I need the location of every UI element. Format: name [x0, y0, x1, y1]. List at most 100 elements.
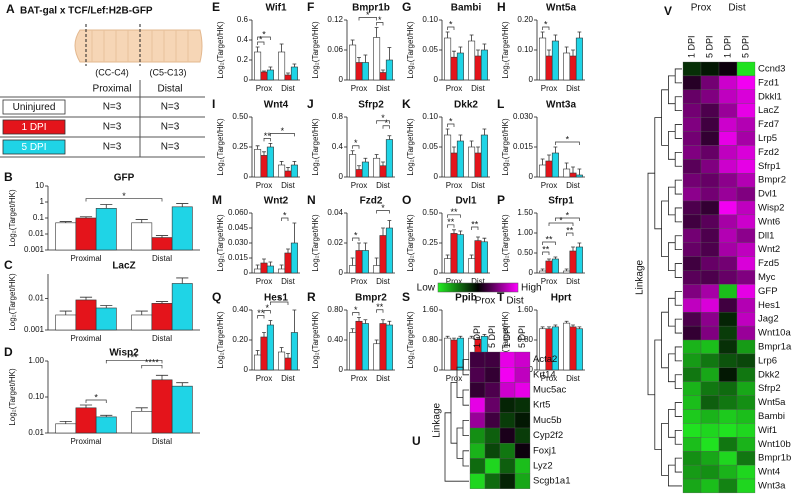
- y-tick-label: 0.80: [422, 335, 438, 344]
- heatmap-cell: [700, 437, 720, 452]
- row-label: Acta2: [533, 354, 557, 365]
- y-tick-label: 0.20: [232, 335, 248, 344]
- row-label: Lyz2: [533, 461, 553, 472]
- heatmap-cell: [736, 325, 756, 341]
- heatmap-cell: [469, 443, 486, 459]
- row-label: Krt5: [533, 400, 550, 411]
- heatmap-cell: [718, 256, 738, 271]
- bar: [151, 303, 173, 331]
- error-bar: [553, 324, 558, 327]
- heatmap-cell: [499, 458, 516, 474]
- heatmap-cell: [700, 186, 720, 202]
- legend-swatch: [2, 119, 66, 135]
- bar-chart: K Dkk2 Log₂(Target/HK) 0 0.05 0.10 Prox Dist *: [402, 97, 490, 190]
- y-axis-label: Log₂(Target/HK): [501, 21, 510, 79]
- heatmap-cell: [736, 395, 756, 410]
- bar: [361, 323, 369, 371]
- significance-label: **: [450, 207, 458, 217]
- segment-label: (C5-C13): [149, 67, 186, 77]
- y-tick-label: 1.00: [28, 356, 44, 365]
- bar: [474, 55, 482, 81]
- bar: [278, 351, 286, 371]
- panel-letter: I: [212, 97, 215, 111]
- column-label: 5 DPI: [704, 35, 714, 58]
- y-tick-label: 0: [434, 268, 439, 277]
- heatmap-cell: [682, 228, 702, 243]
- bar: [474, 152, 482, 178]
- x-tick-label: Prox: [351, 84, 367, 93]
- dendrogram: [462, 450, 469, 467]
- bar: [450, 56, 458, 81]
- significance-label: **: [447, 217, 455, 227]
- significance-label: ****: [145, 358, 160, 368]
- heatmap-cell: [499, 473, 516, 489]
- heatmap-cell: [499, 367, 516, 383]
- y-tick-label: 0: [529, 75, 534, 84]
- dendrogram: [456, 427, 463, 459]
- heatmap-cell: [718, 186, 738, 202]
- y-tick-label: 10: [35, 181, 44, 190]
- legend-label: 1 DPI: [21, 122, 46, 133]
- error-bar: [255, 264, 260, 269]
- significance-label: **: [566, 225, 574, 235]
- significance-label: **: [257, 308, 265, 318]
- significance-label: *: [283, 210, 287, 220]
- error-bar: [59, 221, 72, 223]
- group-label: Dist: [728, 3, 745, 14]
- heatmap-cell: [700, 61, 720, 77]
- y-tick-label: 0.10: [422, 15, 438, 24]
- y-tick-label: 0.04: [327, 208, 343, 217]
- significance-bracket: [270, 133, 295, 137]
- column-label: 1 DPI: [472, 325, 482, 348]
- heatmap-cell: [700, 464, 720, 480]
- significance-label: **: [471, 219, 479, 229]
- y-tick-label: 0.50: [232, 112, 248, 121]
- row-label: Muc5ac: [533, 385, 567, 396]
- heatmap-cell: [499, 412, 516, 429]
- row-label: Wnt5a: [758, 397, 786, 408]
- heatmap-cell: [682, 478, 702, 494]
- row-label: LacZ: [758, 105, 779, 116]
- chart-title: LacZ: [112, 261, 135, 272]
- x-tick-label: Prox: [256, 277, 272, 286]
- heatmap-cell: [484, 473, 501, 489]
- y-tick-label: 0.4: [332, 142, 344, 151]
- dendrogram: [444, 412, 469, 482]
- error-bar: [59, 421, 72, 424]
- panel-letter: A: [6, 2, 15, 16]
- heatmap-cell: [718, 409, 738, 424]
- significance-bracket: [548, 222, 574, 226]
- heatmap-cell: [700, 159, 720, 174]
- heatmap-cell: [736, 437, 756, 452]
- error-bar: [482, 128, 487, 135]
- significance-bracket: [447, 214, 461, 218]
- significance-label: *: [366, 10, 370, 20]
- error-bar: [135, 407, 148, 412]
- row-label: GFP: [758, 286, 778, 297]
- row-label: Hes1: [758, 300, 780, 311]
- heatmap-cell: [700, 409, 720, 424]
- bar: [385, 324, 393, 371]
- row-label: Fzd1: [758, 77, 779, 88]
- bar: [266, 146, 274, 178]
- bar: [278, 268, 286, 274]
- heatmap-cell: [700, 478, 720, 494]
- x-tick-label: Dist: [376, 84, 391, 93]
- table-cell: N=3: [103, 102, 122, 113]
- heatmap-cell: [736, 270, 756, 285]
- y-tick-label: 0.1: [33, 213, 45, 222]
- dendrogram: [661, 89, 669, 146]
- bar: [575, 246, 583, 274]
- significance-label: *: [559, 215, 563, 225]
- heatmap-cell: [718, 339, 738, 355]
- bar: [468, 40, 476, 81]
- x-tick-label: Proximal: [70, 334, 101, 343]
- bar: [575, 328, 583, 371]
- dendrogram: [674, 402, 682, 417]
- heatmap-cell: [682, 242, 702, 257]
- error-bar: [268, 320, 273, 325]
- heatmap-cell: [718, 145, 738, 160]
- chart-title: Wisp2: [109, 348, 139, 359]
- y-tick-label: 0.02: [327, 238, 343, 247]
- bar: [468, 258, 476, 274]
